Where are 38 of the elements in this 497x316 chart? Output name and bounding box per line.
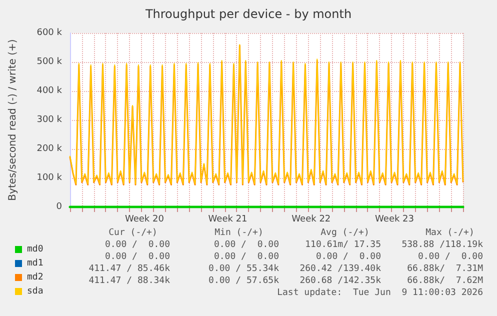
legend-label: md2 [27,272,44,282]
text: 538.88 /118.19k [402,240,484,250]
x-tick-label: Week 22 [292,214,331,224]
text: Cur (-/+) [108,228,158,238]
text: 411.47 / 88.34k [88,276,171,286]
text: Last update: Tue Jun 9 11:00:03 2026 [277,288,483,298]
text: 0.00 / 0.00 [214,252,279,262]
y-tick-label: 300 k [36,115,63,125]
y-tick-label: 100 k [36,173,63,183]
y-tick-label: 500 k [36,57,63,67]
text: 110.61m/ 17.35 [305,240,381,250]
text: 0.00 / 0.00 [418,252,483,262]
x-tick-label: Week 23 [375,214,414,224]
text: 260.68 /142.35k [300,276,382,286]
text: 0.00 / 0.00 [316,252,381,262]
text: Avg (-/+) [320,228,370,238]
y-tick-label: 200 k [36,144,63,154]
text: 0.00 / 0.00 [104,240,170,250]
x-tick-label: Week 21 [208,214,248,224]
chart-title: Throughput per device - by month [144,7,352,21]
legend-label: md0 [27,244,44,254]
text: 0.00 / 0.00 [214,240,279,250]
legend-label: sda [27,286,44,296]
legend-label: md1 [27,258,44,268]
text: Max (-/+) [426,228,474,238]
text: 0.00 / 55.34k [208,264,280,274]
text: 0.00 / 0.00 [104,252,170,262]
text: 0.00 / 57.65k [208,276,280,286]
y-axis-title: Bytes/second read (-) / write (+) [8,39,18,201]
x-tick-label: Week 20 [124,214,164,224]
text: Min (-/+) [214,228,264,238]
text: 66.88k/ 7.31M [407,264,484,274]
y-tick-label: 400 k [36,86,63,96]
y-tick-label: 0 [56,202,62,212]
text: 66.88k/ 7.62M [407,276,484,286]
text: 411.47 / 85.46k [88,264,171,274]
y-tick-label: 600 k [36,28,63,38]
text: 260.42 /139.40k [300,264,382,274]
